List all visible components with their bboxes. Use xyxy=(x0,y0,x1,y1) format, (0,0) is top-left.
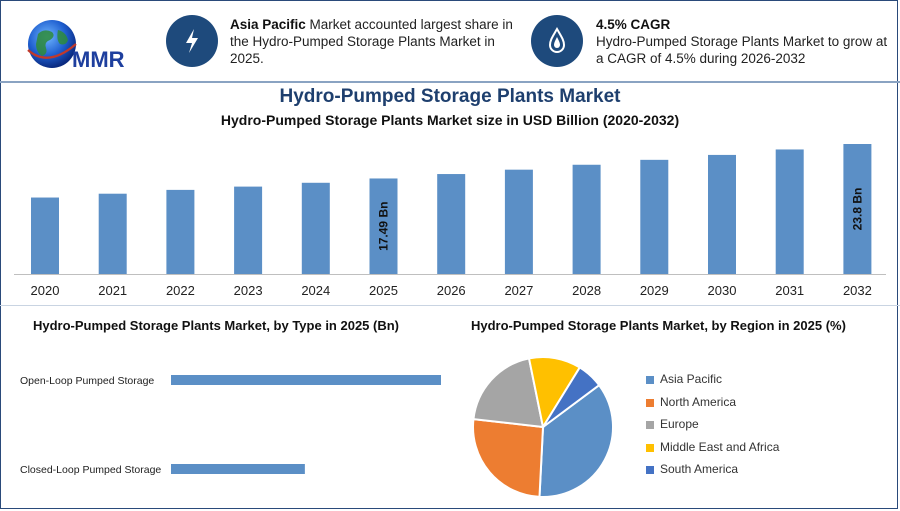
info-text-2: 4.5% CAGR Hydro-Pumped Storage Plants Ma… xyxy=(596,16,892,67)
info-bold-1: Asia Pacific xyxy=(230,17,306,32)
x-tick-2031: 2031 xyxy=(775,283,804,298)
main-chart-title: Hydro-Pumped Storage Plants Market xyxy=(279,86,621,107)
mmr-logo: MMR xyxy=(27,20,125,72)
bar-2022 xyxy=(166,189,195,274)
main-chart-subtitle: Hydro-Pumped Storage Plants Market size … xyxy=(220,112,680,128)
x-tick-2026: 2026 xyxy=(437,283,466,298)
legend-label-4: South America xyxy=(660,462,739,476)
bar-2025 xyxy=(369,178,398,274)
info-body-2: Hydro-Pumped Storage Plants Market to gr… xyxy=(596,34,888,66)
x-tick-2021: 2021 xyxy=(98,283,127,298)
legend-item-4: South America xyxy=(646,462,846,478)
legend-swatch-0 xyxy=(646,376,654,384)
pie-slice-4 xyxy=(542,366,601,428)
logo-text: MMR xyxy=(72,47,125,72)
legend-item-2: Europe xyxy=(646,417,846,433)
bar-2032 xyxy=(843,144,872,274)
x-tick-2030: 2030 xyxy=(708,283,737,298)
x-tick-2022: 2022 xyxy=(166,283,195,298)
legend-label-1: North America xyxy=(660,394,737,409)
bar-2027 xyxy=(504,169,533,274)
bar-2021 xyxy=(98,193,127,274)
bar-2026 xyxy=(437,174,466,274)
legend-swatch-3 xyxy=(646,443,654,452)
region-chart-title: Hydro-Pumped Storage Plants Market, by R… xyxy=(471,318,846,333)
bar-2028 xyxy=(572,164,601,274)
legend-item-0: Asia Pacific xyxy=(646,372,846,388)
info-icon-1 xyxy=(166,15,218,67)
water-drop-icon xyxy=(548,26,566,53)
pie-slice-2 xyxy=(472,357,545,429)
type-bar-chart: Open-Loop Pumped Storage Closed-Loop Pump… xyxy=(20,375,441,476)
legend-label-3: Middle East and Africa xyxy=(660,439,780,454)
type-label-0: Open-Loop Pumped Storage xyxy=(20,375,154,387)
bar-2024 xyxy=(301,182,330,274)
x-tick-2025: 2025 xyxy=(369,283,398,298)
x-tick-2023: 2023 xyxy=(234,283,263,298)
x-tick-2029: 2029 xyxy=(640,283,669,298)
market-size-bar-chart: 2020 2021 2022 2023 2024 2025 17.49 Bn 2026 2027… xyxy=(14,144,886,298)
x-tick-2020: 2020 xyxy=(31,283,60,298)
bar-2020 xyxy=(31,197,59,274)
type-chart-title: Hydro-Pumped Storage Plants Market, by T… xyxy=(33,318,400,333)
bar-2023 xyxy=(234,186,263,274)
legend-label-2: Europe xyxy=(660,417,699,431)
x-tick-2027: 2027 xyxy=(504,283,533,298)
legend-swatch-2 xyxy=(646,421,654,429)
mid-divider xyxy=(0,305,900,306)
bar-2031 xyxy=(775,149,804,274)
type-bar-1 xyxy=(171,464,305,474)
type-label-1: Closed-Loop Pumped Storage xyxy=(20,464,161,476)
legend-swatch-4 xyxy=(646,466,654,474)
region-pie-chart xyxy=(472,356,614,498)
x-tick-2032: 2032 xyxy=(843,283,872,298)
data-label-2025: 17.49 Bn xyxy=(377,202,391,251)
top-divider xyxy=(0,81,900,83)
bar-2030 xyxy=(708,154,736,274)
legend-label-0: Asia Pacific xyxy=(660,372,723,386)
lightning-icon xyxy=(186,29,198,53)
pie-slice-1 xyxy=(472,417,545,498)
x-tick-2024: 2024 xyxy=(301,283,330,298)
info-body-1: Market accounted largest share in the Hy… xyxy=(230,17,513,66)
data-label-2032: 23.8 Bn xyxy=(850,188,864,231)
x-tick-2028: 2028 xyxy=(572,283,601,298)
info-text-1: Asia Pacific Market accounted largest sh… xyxy=(230,16,520,67)
legend-item-3: Middle East and Africa xyxy=(646,440,846,456)
legend-item-1: North America xyxy=(646,395,846,411)
globe-icon xyxy=(28,20,76,68)
legend-swatch-1 xyxy=(646,398,654,407)
pie-slice-0 xyxy=(538,383,614,498)
info-bold-2: 4.5% CAGR xyxy=(596,17,671,32)
type-bar-0 xyxy=(171,375,441,385)
info-icon-2 xyxy=(531,15,583,67)
bar-2029 xyxy=(640,159,669,274)
